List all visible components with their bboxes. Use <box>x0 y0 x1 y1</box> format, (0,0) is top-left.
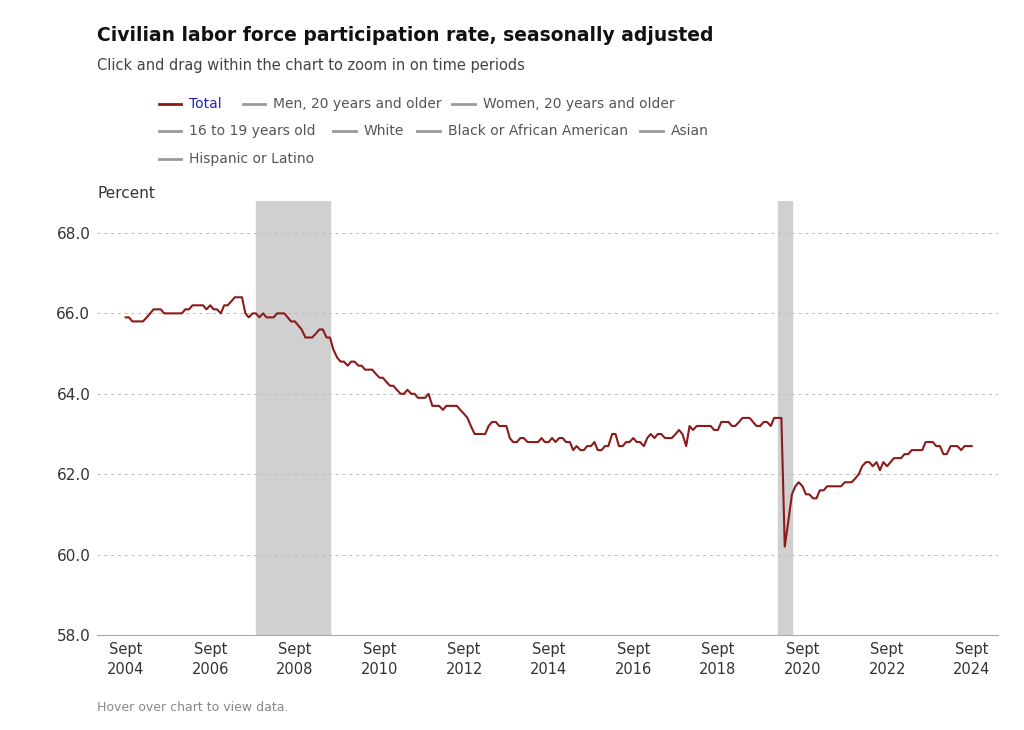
Text: Hover over chart to view data.: Hover over chart to view data. <box>97 701 289 714</box>
Text: Hispanic or Latino: Hispanic or Latino <box>189 152 314 166</box>
Text: Percent: Percent <box>97 186 156 201</box>
Text: Total: Total <box>189 96 222 111</box>
Text: 16 to 19 years old: 16 to 19 years old <box>189 124 316 139</box>
Bar <box>777 201 792 635</box>
Text: Asian: Asian <box>671 124 709 139</box>
Text: Black or African American: Black or African American <box>447 124 628 139</box>
Text: White: White <box>364 124 404 139</box>
Bar <box>256 201 330 635</box>
Text: Women, 20 years and older: Women, 20 years and older <box>482 96 675 111</box>
Text: Civilian labor force participation rate, seasonally adjusted: Civilian labor force participation rate,… <box>97 26 714 45</box>
Text: Click and drag within the chart to zoom in on time periods: Click and drag within the chart to zoom … <box>97 58 525 74</box>
Text: Men, 20 years and older: Men, 20 years and older <box>273 96 442 111</box>
